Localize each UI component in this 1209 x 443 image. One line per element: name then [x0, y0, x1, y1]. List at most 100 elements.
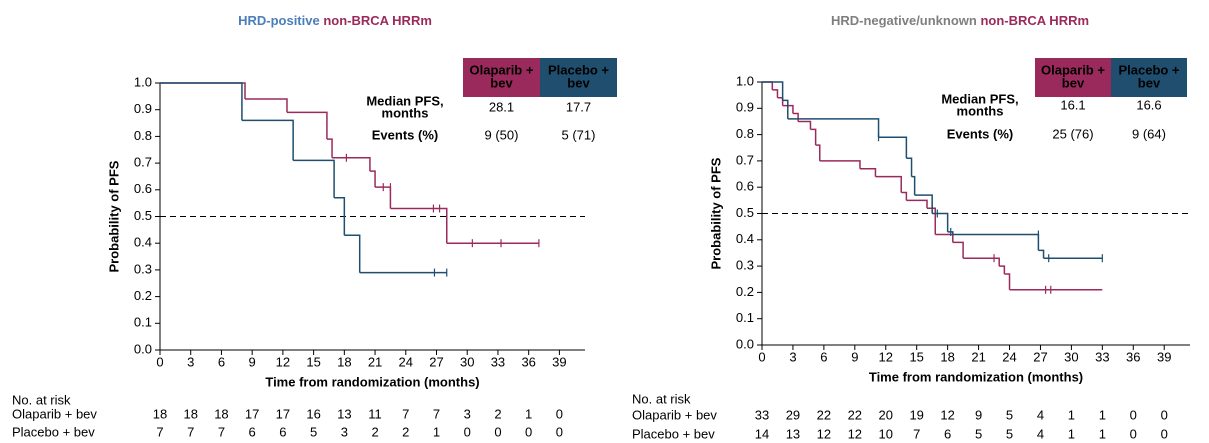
x-tick-label: 3	[789, 349, 796, 364]
y-tick-label: 0.9	[134, 101, 152, 116]
at-risk-count: 7	[156, 424, 163, 439]
y-tick-label: 0.3	[736, 258, 754, 273]
at-risk-count: 5	[975, 426, 982, 441]
at-risk-count: 0	[556, 424, 563, 439]
table-cell: 16.1	[1060, 97, 1085, 112]
x-tick-label: 27	[1033, 349, 1047, 364]
at-risk-count: 14	[755, 426, 769, 441]
km-step	[160, 82, 246, 100]
table-header: Placebo +	[1118, 62, 1179, 77]
km-step	[326, 138, 333, 158]
at-risk-count: 5	[1006, 426, 1013, 441]
title-part: HRD-negative/unknown	[831, 13, 977, 28]
km-step	[999, 265, 1006, 274]
km-step	[332, 157, 371, 172]
table-cell: 17.7	[566, 99, 591, 114]
y-tick-label: 0.4	[736, 231, 754, 246]
km-step	[815, 144, 821, 161]
x-tick-label: 36	[521, 354, 535, 369]
km-step	[906, 199, 928, 209]
y-tick-label: 1.0	[134, 74, 152, 89]
at-risk-count: 0	[1161, 407, 1168, 422]
at-risk-count: 0	[1161, 426, 1168, 441]
x-tick-label: 21	[971, 349, 985, 364]
km-step	[245, 98, 288, 113]
title-part: non-BRCA HRRm	[320, 13, 432, 28]
table-header: bev	[1138, 75, 1161, 90]
at-risk-count: 17	[276, 406, 290, 421]
title-part: non-BRCA HRRm	[977, 13, 1089, 28]
y-tick-label: 0.3	[134, 261, 152, 276]
x-tick-label: 6	[218, 354, 225, 369]
at-risk-count: 29	[786, 407, 800, 422]
at-risk-count: 4	[1037, 407, 1044, 422]
km-step	[906, 157, 913, 177]
at-risk-count: 22	[848, 407, 862, 422]
table-cell: 5 (71)	[562, 127, 596, 142]
x-tick-label: 24	[1002, 349, 1016, 364]
y-tick-label: 0.7	[134, 155, 152, 170]
km-step	[927, 207, 937, 235]
table-row-label: months	[382, 105, 429, 120]
km-step	[286, 111, 328, 140]
at-risk-count: 1	[433, 424, 440, 439]
at-risk-name: Olaparib + bev	[632, 407, 717, 422]
km-step	[293, 159, 335, 198]
km-step	[952, 241, 964, 259]
x-tick-label: 0	[156, 354, 163, 369]
km-step	[901, 191, 908, 201]
at-risk-count: 33	[755, 407, 769, 422]
y-tick-label: 0.0	[736, 336, 754, 351]
at-risk-title: No. at risk	[632, 391, 691, 406]
km-step	[911, 175, 916, 196]
at-risk-name: Olaparib + bev	[12, 406, 97, 421]
x-tick-label: 24	[399, 354, 413, 369]
y-tick-label: 0.8	[736, 126, 754, 141]
km-step	[859, 168, 877, 177]
at-risk-count: 2	[494, 406, 501, 421]
at-risk-count: 1	[1068, 407, 1075, 422]
table-header: Olaparib +	[470, 62, 534, 77]
table-cell: 16.6	[1136, 97, 1161, 112]
x-tick-label: 21	[368, 354, 382, 369]
at-risk-count: 2	[371, 424, 378, 439]
at-risk-count: 1	[525, 406, 532, 421]
km-step	[963, 257, 1000, 267]
at-risk-count: 6	[249, 424, 256, 439]
y-axis-label: Probability of PFS	[708, 157, 723, 269]
km-step	[772, 89, 779, 98]
chart-title: HRD-positive non-BRCA HRRm	[238, 13, 432, 28]
at-risk-count: 0	[556, 406, 563, 421]
y-tick-label: 0.7	[736, 152, 754, 167]
at-risk-count: 1	[1068, 426, 1075, 441]
table-row-label: Events (%)	[947, 126, 1013, 141]
km-step	[947, 231, 954, 235]
table-header-cell	[540, 58, 617, 97]
at-risk-count: 6	[944, 426, 951, 441]
table-header: bev	[1062, 75, 1085, 90]
table-header: Placebo +	[548, 62, 609, 77]
at-risk-count: 6	[279, 424, 286, 439]
at-risk-count: 7	[218, 424, 225, 439]
km-step	[390, 207, 448, 244]
km-step	[819, 160, 861, 169]
x-tick-label: 30	[1064, 349, 1078, 364]
y-tick-label: 0.0	[134, 341, 152, 356]
km-step	[1004, 273, 1011, 290]
km-step	[369, 170, 376, 188]
x-tick-label: 39	[1157, 349, 1171, 364]
at-risk-count: 10	[879, 426, 893, 441]
at-risk-name: Placebo + bev	[632, 426, 715, 441]
km-step	[792, 112, 799, 122]
x-tick-label: 15	[909, 349, 923, 364]
at-risk-count: 9	[975, 407, 982, 422]
at-risk-count: 7	[433, 406, 440, 421]
at-risk-count: 17	[245, 406, 259, 421]
x-tick-label: 39	[552, 354, 566, 369]
x-tick-label: 9	[851, 349, 858, 364]
at-risk-count: 0	[525, 424, 532, 439]
km-step	[241, 119, 294, 161]
at-risk-count: 3	[464, 406, 471, 421]
km-step	[344, 234, 361, 273]
